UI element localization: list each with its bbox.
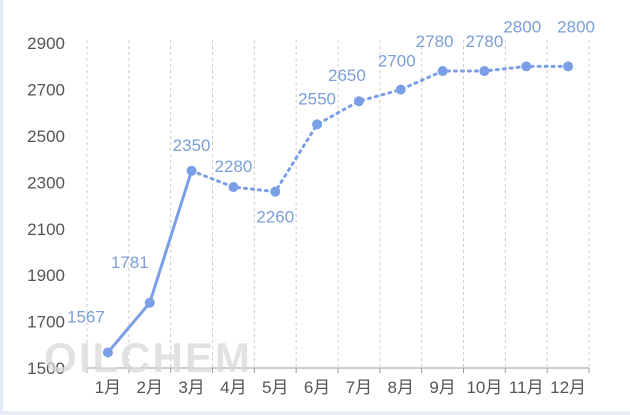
x-tick-label: 11月 [509, 378, 544, 397]
data-point [521, 61, 532, 72]
x-tick-label: 4月 [220, 378, 246, 397]
data-point [312, 119, 323, 130]
y-tick-label: 1500 [27, 359, 65, 378]
data-label: 2350 [173, 136, 211, 155]
data-point [395, 84, 406, 95]
y-tick-label: 2900 [27, 34, 65, 53]
y-tick-label: 2100 [27, 220, 65, 239]
y-tick-label: 1900 [27, 266, 65, 285]
x-tick-label: 10月 [466, 378, 502, 397]
data-point [186, 165, 197, 176]
data-label: 2800 [557, 17, 595, 36]
data-label: 2280 [215, 157, 253, 176]
x-tick-label: 1月 [95, 378, 121, 397]
y-tick-label: 2300 [27, 173, 65, 192]
series-line-dotted [190, 64, 570, 194]
data-label: 1781 [111, 253, 149, 272]
data-point [102, 347, 113, 358]
y-tick-label: 1700 [27, 313, 65, 332]
data-point [353, 96, 364, 107]
line-chart: 1500 1700 1900 2100 2300 2500 2700 2900 1月 2月 3月 4月… [27, 17, 595, 397]
data-point [563, 61, 574, 72]
x-tick-label: 12月 [550, 378, 586, 397]
data-label: 2780 [466, 32, 504, 51]
x-tick-label: 5月 [262, 378, 288, 397]
data-point [228, 182, 239, 193]
data-label: 1567 [67, 307, 105, 326]
x-tick-label: 3月 [178, 378, 204, 397]
data-point [479, 66, 490, 77]
x-tick-label: 2月 [137, 378, 163, 397]
x-tick-label: 7月 [346, 378, 372, 397]
data-label: 2650 [328, 66, 366, 85]
x-tick-label: 6月 [304, 378, 330, 397]
y-tick-label: 2700 [27, 81, 65, 100]
x-tick-label: 9月 [429, 378, 455, 397]
data-point [437, 66, 448, 77]
data-label: 2780 [416, 32, 454, 51]
data-label: 2260 [256, 208, 294, 227]
data-label: 2700 [378, 52, 416, 71]
x-tick-label: 8月 [388, 378, 414, 397]
data-point [144, 297, 155, 308]
y-tick-label: 2500 [27, 127, 65, 146]
data-label: 2550 [298, 89, 336, 108]
data-label: 2800 [503, 17, 541, 36]
watermark-logo: OILCHEM [44, 334, 252, 381]
data-point [270, 186, 281, 197]
